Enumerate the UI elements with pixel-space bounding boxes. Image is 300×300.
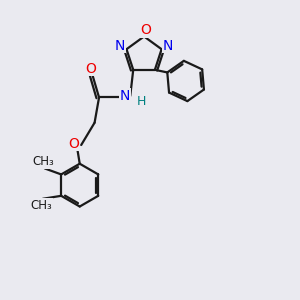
Text: N: N [120, 89, 130, 103]
Text: CH₃: CH₃ [32, 155, 54, 168]
Text: H: H [137, 95, 146, 108]
Text: O: O [69, 136, 80, 151]
Text: O: O [85, 61, 97, 76]
Text: O: O [140, 23, 151, 37]
Text: N: N [115, 39, 125, 52]
Text: N: N [163, 39, 173, 52]
Text: CH₃: CH₃ [30, 199, 52, 212]
